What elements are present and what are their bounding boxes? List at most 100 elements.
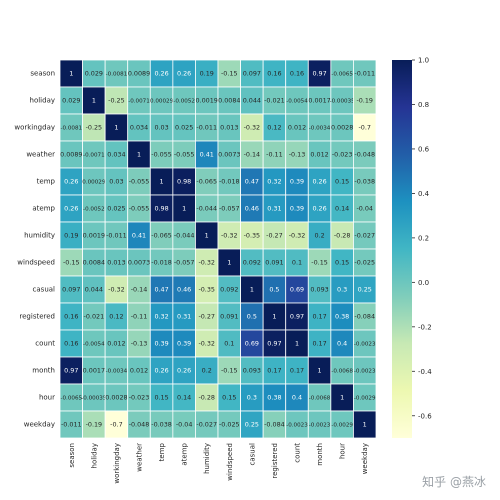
cell-value-label: 0.38 — [335, 313, 349, 321]
cell-value-label: -0.055 — [129, 178, 150, 186]
cell-value-label: -0.7 — [110, 421, 122, 429]
cell-value-label: 0.15 — [335, 178, 349, 186]
cell-value-label: -0.021 — [264, 97, 285, 105]
cell-value-label: 0.17 — [290, 367, 304, 375]
cell-value-label: 0.69 — [290, 286, 304, 294]
cell-value-label: -0.15 — [221, 70, 238, 78]
cell-value-label: -0.28 — [334, 232, 351, 240]
cell-value-label: -0.065 — [196, 178, 217, 186]
colorbar-tick-label: 1.0 — [418, 57, 429, 65]
cell-value-label: -0.0034 — [309, 126, 331, 132]
x-tick-label: month — [316, 443, 324, 466]
cell-value-label: 0.97 — [267, 340, 281, 348]
cell-value-label: 0.5 — [269, 286, 279, 294]
cell-value-label: 0.17 — [267, 367, 281, 375]
cell-value-label: -0.00035 — [81, 396, 107, 402]
cell-value-label: 0.26 — [312, 205, 326, 213]
cell-value-label: 0.012 — [310, 151, 328, 159]
cell-value-label: -0.35 — [244, 232, 261, 240]
cell-value-label: 0.3 — [247, 394, 257, 402]
cell-value-label: 0.17 — [312, 340, 326, 348]
cell-value-label: 0.2 — [314, 232, 324, 240]
cell-value-label: -0.011 — [61, 421, 82, 429]
cell-value-label: 0.0084 — [83, 259, 105, 267]
y-tick-label: atemp — [32, 205, 55, 213]
cell-value-label: -0.25 — [108, 97, 125, 105]
y-tick-label: season — [30, 70, 55, 78]
cell-value-label: 0.0028 — [105, 394, 127, 402]
cell-value-label: 0.097 — [62, 286, 80, 294]
cell-value-label: 0.1 — [292, 259, 302, 267]
cell-value-label: -0.023 — [332, 151, 353, 159]
cell-value-label: -0.0023 — [286, 423, 308, 429]
cell-value-label: -0.044 — [196, 205, 217, 213]
cell-value-label: 1 — [137, 151, 141, 159]
x-tick-label: count — [294, 443, 302, 463]
cell-value-label: -0.27 — [198, 313, 215, 321]
cell-value-label: -0.011 — [196, 124, 217, 132]
cell-value-label: -0.00035 — [330, 99, 356, 105]
cell-value-label: -0.13 — [289, 151, 306, 159]
x-tick-label: holiday — [90, 443, 98, 468]
cell-value-label: 0.12 — [267, 124, 281, 132]
cell-value-label: 0.39 — [290, 205, 304, 213]
cell-value-label: -0.27 — [266, 232, 283, 240]
cell-value-label: 0.38 — [267, 394, 281, 402]
cell-value-label: -0.11 — [131, 313, 148, 321]
cell-value-label: 0.19 — [200, 70, 214, 78]
cell-value-label: 0.17 — [312, 313, 326, 321]
cell-value-label: -0.025 — [219, 421, 240, 429]
colorbar-tick-label: -0.4 — [418, 368, 432, 376]
cell-value-label: 0.012 — [107, 340, 125, 348]
cell-value-label: -0.0068 — [309, 396, 331, 402]
cell-value-label: -0.057 — [174, 259, 195, 267]
cell-value-label: 0.19 — [64, 232, 78, 240]
cell-value-label: -0.065 — [151, 232, 172, 240]
cell-value-label: 0.26 — [64, 205, 78, 213]
cell-value-label: -0.0065 — [331, 72, 353, 78]
y-tick-label: windspeed — [17, 259, 55, 267]
cell-value-label: 0.091 — [265, 259, 283, 267]
cell-value-label: 0.4 — [292, 394, 302, 402]
y-tick-label: casual — [33, 286, 56, 294]
cell-value-label: -0.038 — [151, 421, 172, 429]
x-tick-label: hour — [339, 443, 347, 459]
y-tick-label: holiday — [30, 97, 55, 105]
heatmap-cell — [353, 410, 377, 439]
cell-value-label: 0.0089 — [128, 70, 150, 78]
cell-value-label: -0.055 — [129, 205, 150, 213]
cell-value-label: -0.13 — [131, 340, 148, 348]
cell-value-label: 0.0017 — [83, 367, 105, 375]
cell-value-label: -0.11 — [266, 151, 283, 159]
cell-value-label: -0.027 — [196, 421, 217, 429]
cell-value-label: 0.41 — [200, 151, 214, 159]
x-tick-label: temp — [158, 442, 166, 461]
cell-value-label: -0.0071 — [128, 99, 150, 105]
cell-value-label: -0.0081 — [106, 72, 128, 78]
cell-value-label: 0.16 — [267, 70, 281, 78]
y-tick-label: count — [35, 340, 55, 348]
cell-value-label: 1 — [250, 286, 254, 294]
cell-value-label: 0.4 — [337, 340, 347, 348]
cell-value-label: 0.012 — [130, 367, 148, 375]
cell-value-label: -0.055 — [174, 151, 195, 159]
cell-value-label: 1 — [114, 124, 118, 132]
cell-value-label: 0.00029 — [82, 180, 106, 186]
cell-value-label: 0.029 — [62, 97, 80, 105]
cell-value-label: -0.25 — [86, 124, 103, 132]
watermark: 知乎 @燕冰 — [422, 475, 486, 489]
cell-value-label: -0.011 — [354, 70, 375, 78]
cell-value-label: -0.057 — [219, 205, 240, 213]
cell-value-label: -0.084 — [354, 313, 375, 321]
cell-value-label: 0.013 — [107, 259, 125, 267]
cell-value-label: 0.03 — [109, 178, 123, 186]
cell-value-label: 0.16 — [290, 70, 304, 78]
cell-value-label: 0.093 — [243, 367, 261, 375]
cell-value-label: 0.044 — [85, 286, 103, 294]
cell-value-label: 1 — [205, 232, 209, 240]
cell-value-label: 0.0028 — [331, 124, 353, 132]
cell-value-label: 1 — [92, 97, 96, 105]
cell-value-label: 1 — [318, 367, 322, 375]
cell-value-label: -0.0054 — [83, 342, 105, 348]
colorbar — [392, 60, 412, 438]
